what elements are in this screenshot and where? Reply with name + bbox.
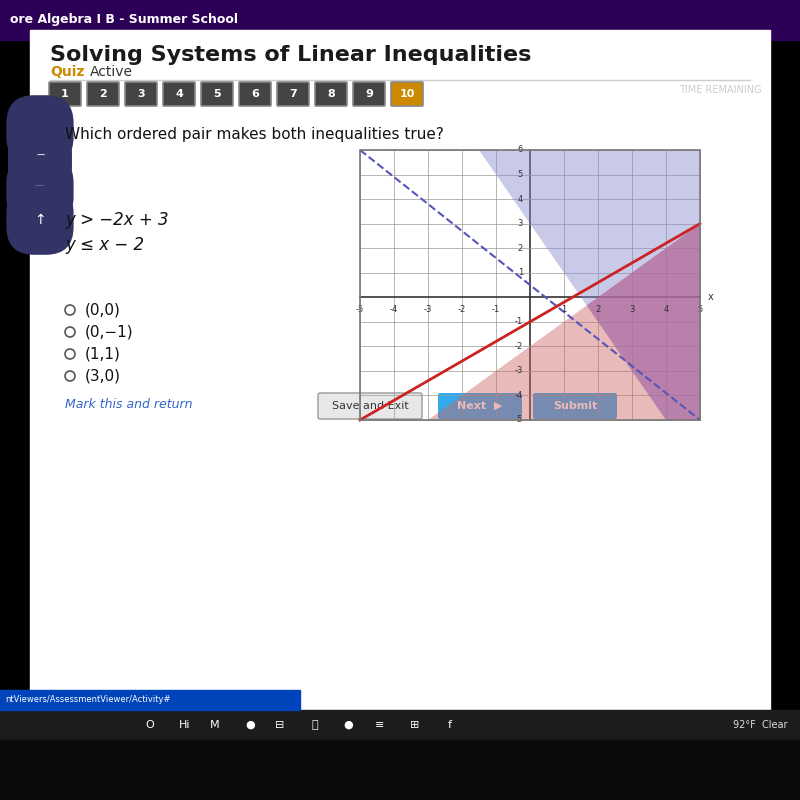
Text: (1,1): (1,1) <box>85 346 121 362</box>
Text: Quiz: Quiz <box>50 65 84 79</box>
Text: M: M <box>210 720 220 730</box>
Text: 4: 4 <box>663 306 669 314</box>
Circle shape <box>65 349 75 359</box>
Text: -3: -3 <box>424 306 432 314</box>
Text: -1: -1 <box>492 306 500 314</box>
Text: (0,0): (0,0) <box>85 302 121 318</box>
Text: -1: -1 <box>514 318 523 326</box>
Text: 5: 5 <box>213 89 221 99</box>
Text: ✏: ✏ <box>34 123 46 137</box>
Text: 3: 3 <box>630 306 634 314</box>
Text: Save and Exit: Save and Exit <box>332 401 408 411</box>
Bar <box>30 30 770 740</box>
Text: 9: 9 <box>365 89 373 99</box>
Text: Submit: Submit <box>553 401 597 411</box>
Text: ore Algebra I B - Summer School: ore Algebra I B - Summer School <box>10 14 238 26</box>
Circle shape <box>65 327 75 337</box>
Bar <box>0 690 300 710</box>
Text: x: x <box>708 292 714 302</box>
Text: ●: ● <box>245 720 255 730</box>
FancyBboxPatch shape <box>438 393 522 419</box>
Text: 6: 6 <box>518 146 523 154</box>
Circle shape <box>65 371 75 381</box>
Text: ⊞: ⊞ <box>34 183 46 197</box>
Bar <box>360 150 700 420</box>
Text: -5: -5 <box>514 415 523 425</box>
Text: 1: 1 <box>518 268 523 278</box>
Text: ntViewers/AssessmentViewer/Activity#: ntViewers/AssessmentViewer/Activity# <box>5 695 170 705</box>
Circle shape <box>65 305 75 315</box>
Text: ⊟: ⊟ <box>275 720 285 730</box>
FancyBboxPatch shape <box>277 82 309 106</box>
Text: ●: ● <box>343 720 353 730</box>
FancyBboxPatch shape <box>201 82 233 106</box>
Text: 🔒: 🔒 <box>312 720 318 730</box>
Text: TIME REMAINING: TIME REMAINING <box>678 85 762 95</box>
Text: -4: -4 <box>390 306 398 314</box>
Text: -5: -5 <box>356 306 364 314</box>
Text: ⊞: ⊞ <box>410 720 420 730</box>
Text: 6: 6 <box>251 89 259 99</box>
Text: 4: 4 <box>518 194 523 203</box>
FancyBboxPatch shape <box>315 82 347 106</box>
FancyBboxPatch shape <box>87 82 119 106</box>
Bar <box>0 710 800 740</box>
Bar <box>360 150 700 420</box>
Text: y ≤ x − 2: y ≤ x − 2 <box>65 236 144 254</box>
Text: Solving Systems of Linear Inequalities: Solving Systems of Linear Inequalities <box>50 45 531 65</box>
Text: O: O <box>146 720 154 730</box>
Text: ≡: ≡ <box>375 720 385 730</box>
Text: 1: 1 <box>61 89 69 99</box>
Text: (0,−1): (0,−1) <box>85 325 134 339</box>
FancyBboxPatch shape <box>239 82 271 106</box>
FancyBboxPatch shape <box>163 82 195 106</box>
Text: 3: 3 <box>137 89 145 99</box>
Polygon shape <box>360 150 700 420</box>
Text: 5: 5 <box>698 306 702 314</box>
Text: 2: 2 <box>518 244 523 253</box>
FancyBboxPatch shape <box>353 82 385 106</box>
Text: 3: 3 <box>518 219 523 228</box>
FancyBboxPatch shape <box>533 393 617 419</box>
Text: f: f <box>448 720 452 730</box>
Text: Hi: Hi <box>179 720 190 730</box>
FancyBboxPatch shape <box>125 82 157 106</box>
Text: Which ordered pair makes both inequalities true?: Which ordered pair makes both inequaliti… <box>65 127 444 142</box>
Text: Mark this and return: Mark this and return <box>65 398 193 411</box>
Text: 44:06: 44:06 <box>689 93 751 111</box>
Text: ↑: ↑ <box>34 213 46 227</box>
FancyBboxPatch shape <box>391 82 423 106</box>
Text: -2: -2 <box>458 306 466 314</box>
Text: 5: 5 <box>518 170 523 179</box>
FancyBboxPatch shape <box>49 82 81 106</box>
Text: -3: -3 <box>514 366 523 375</box>
Text: -4: -4 <box>514 391 523 400</box>
Text: 2: 2 <box>595 306 601 314</box>
Text: 92°F  Clear: 92°F Clear <box>733 720 787 730</box>
Text: -2: -2 <box>514 342 523 351</box>
Text: 4: 4 <box>175 89 183 99</box>
Text: 10: 10 <box>399 89 414 99</box>
Text: 2: 2 <box>99 89 107 99</box>
Text: 7: 7 <box>289 89 297 99</box>
Text: 8: 8 <box>327 89 335 99</box>
Bar <box>0 740 800 800</box>
Text: 🎧: 🎧 <box>36 153 44 167</box>
Text: 1: 1 <box>562 306 566 314</box>
Text: y > −2x + 3: y > −2x + 3 <box>65 211 169 229</box>
Bar <box>0 0 800 40</box>
Polygon shape <box>360 224 700 420</box>
Text: Active: Active <box>90 65 133 79</box>
FancyBboxPatch shape <box>318 393 422 419</box>
Polygon shape <box>586 224 700 420</box>
Text: Next  ▶: Next ▶ <box>458 401 502 411</box>
Text: (3,0): (3,0) <box>85 369 121 383</box>
